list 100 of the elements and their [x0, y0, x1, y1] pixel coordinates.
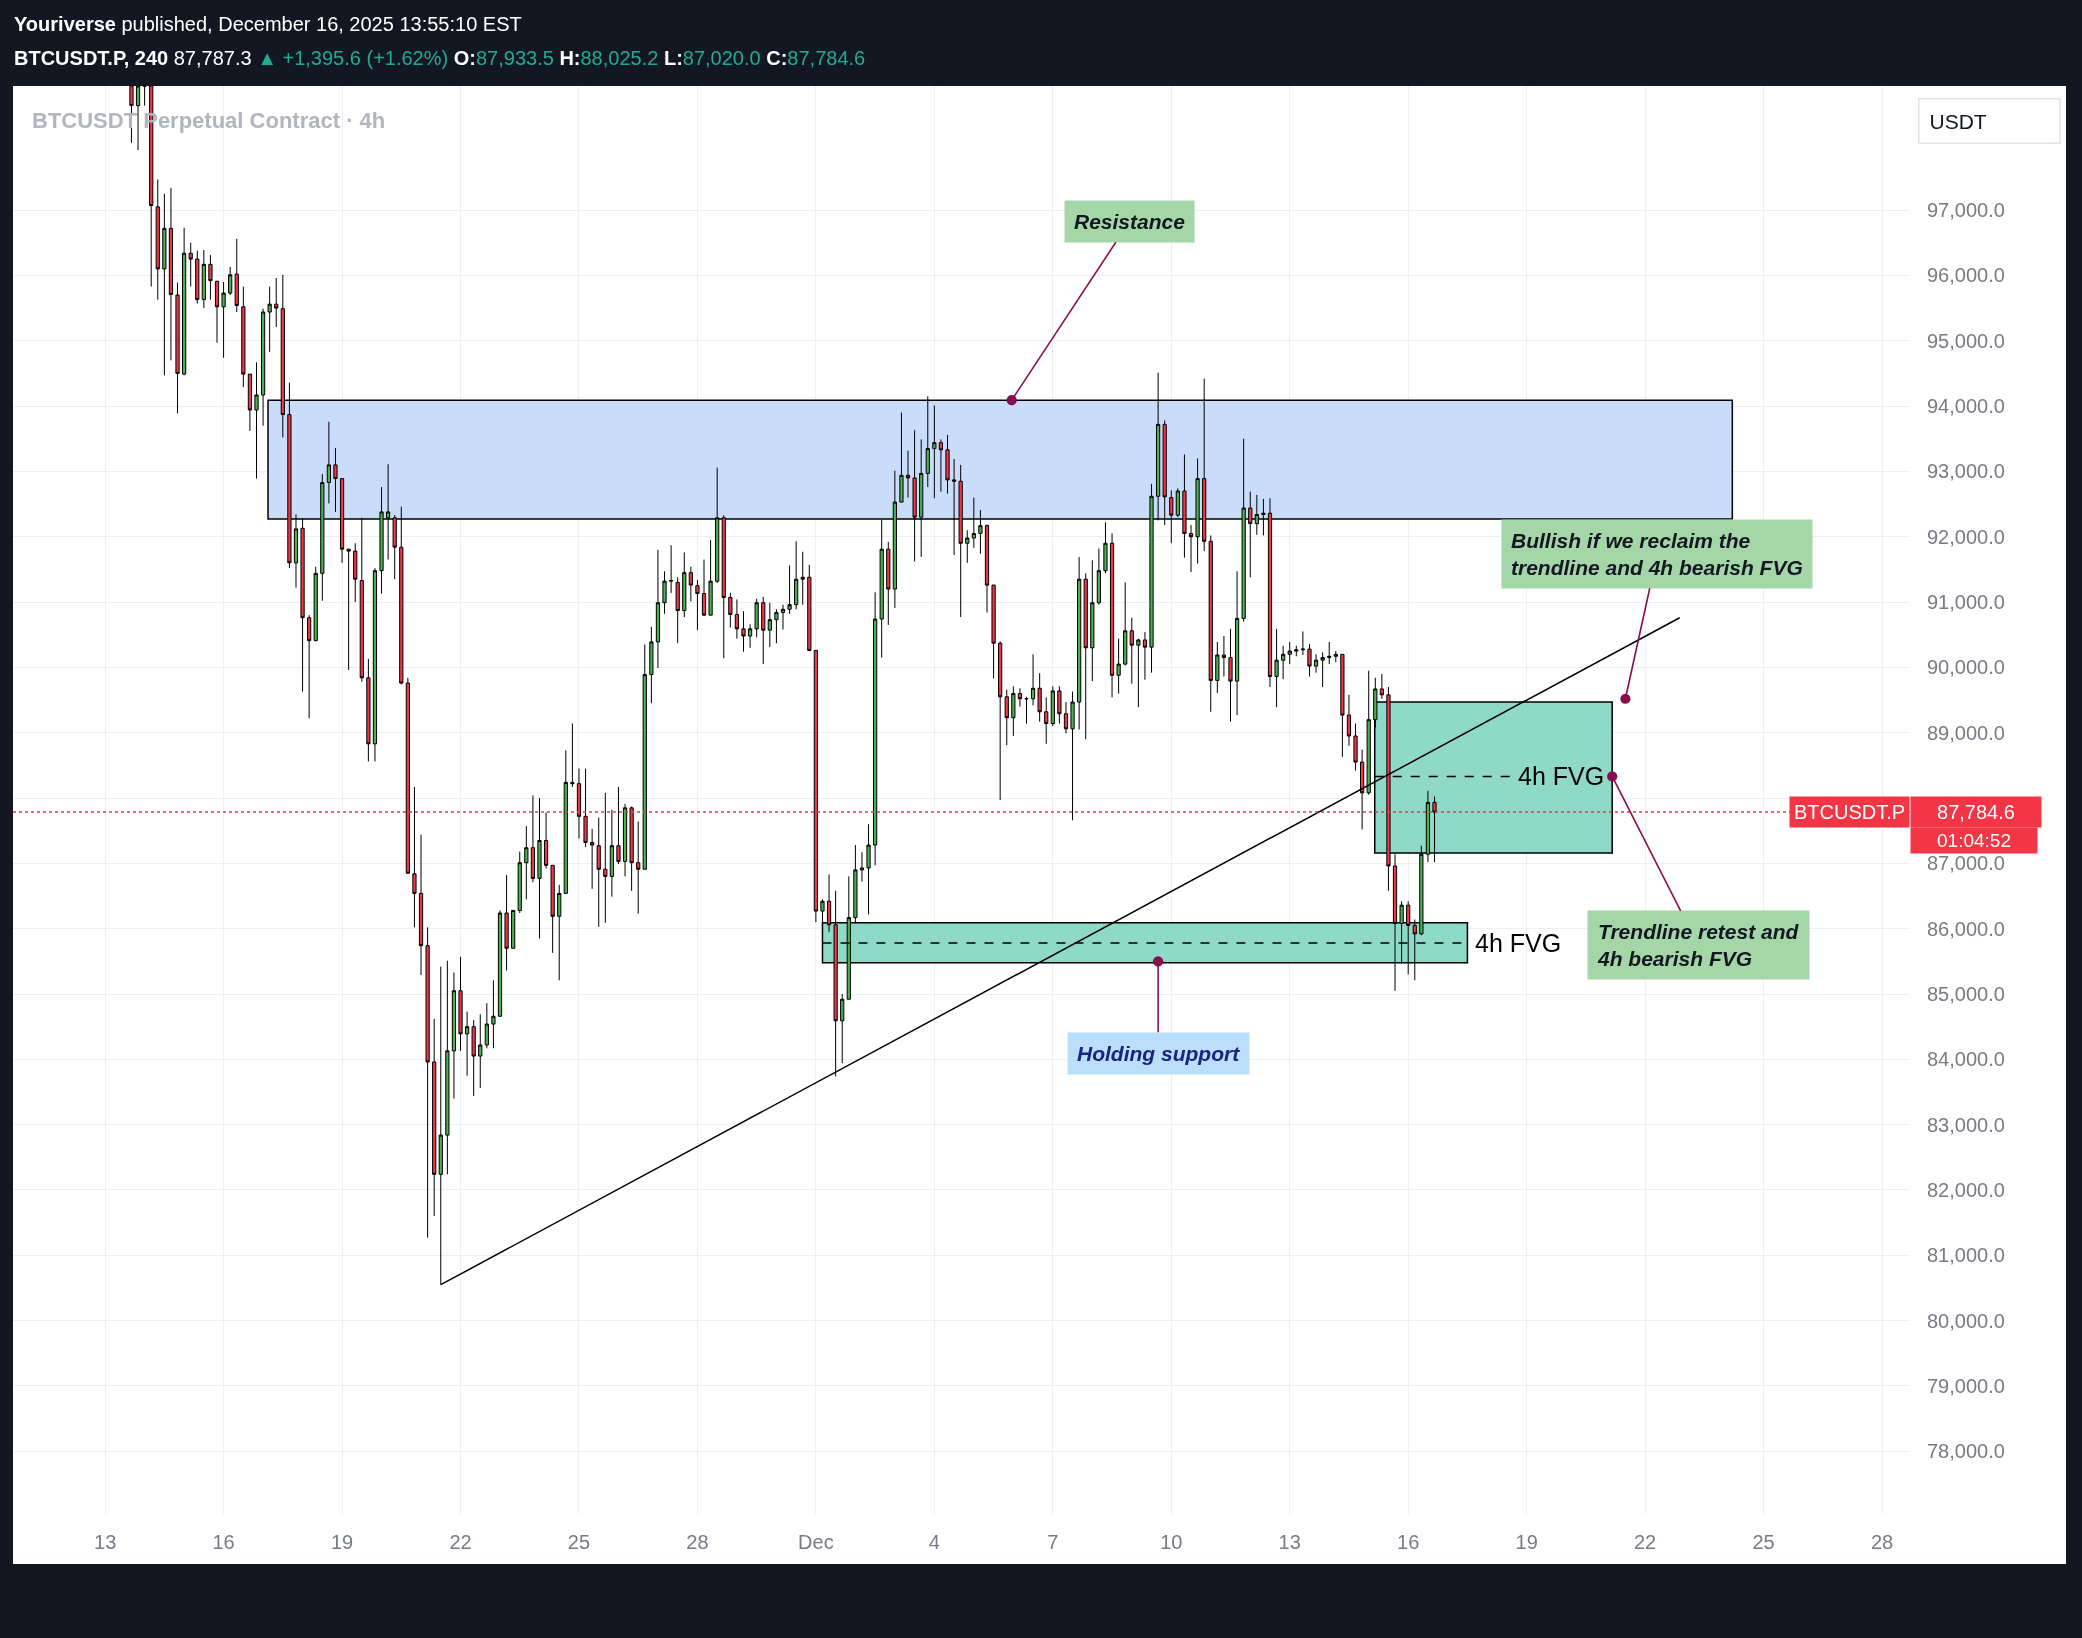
annotation: BTCUSDT.P [1794, 801, 1906, 823]
candlestick [524, 825, 529, 900]
candlestick [998, 640, 1003, 801]
candlestick [162, 193, 167, 376]
annotation: Resistance [1074, 210, 1186, 233]
candlestick [241, 286, 246, 388]
candlestick [675, 576, 680, 644]
candlestick [497, 909, 503, 1018]
x-tick-label: 25 [1752, 1531, 1775, 1553]
y-tick-label: 92,000.0 [1927, 525, 2005, 548]
candlestick [1017, 687, 1023, 708]
annotation: Bullish if we reclaim the trendline and 4h bearish FVG [1511, 529, 1803, 580]
ref-line-label: 87,784.6 [1937, 801, 2015, 823]
candlestick [182, 227, 187, 376]
candlestick [866, 823, 871, 915]
candlestick [366, 658, 371, 762]
y-tick-label: 87,000.0 [1927, 852, 2005, 875]
y-tick-label: 90,000.0 [1927, 656, 2005, 679]
candlestick [260, 308, 266, 427]
candlestick [254, 361, 259, 480]
candlestick [695, 579, 700, 631]
y-tick-label: 78,000.0 [1927, 1440, 2005, 1463]
candlestick [728, 592, 733, 629]
candlestick [708, 539, 713, 616]
candlestick [655, 549, 661, 669]
candlestick [1116, 638, 1121, 695]
candlestick [780, 604, 786, 630]
candlestick [1287, 641, 1292, 665]
y-tick-label: 89,000.0 [1927, 721, 2005, 744]
candlestick [1320, 651, 1325, 688]
candlestick [432, 1018, 437, 1217]
candlestick [1294, 645, 1299, 657]
candlestick [1129, 617, 1134, 685]
candlestick [484, 1002, 489, 1049]
candlestick [563, 749, 568, 894]
candlestick [195, 250, 200, 305]
candlestick [1142, 631, 1148, 681]
candlestick [1070, 691, 1075, 821]
y-tick-label: 84,000.0 [1927, 1048, 2005, 1071]
candlestick [234, 238, 239, 313]
candlestick [221, 281, 226, 359]
candlestick [945, 434, 950, 495]
candlestick [1083, 572, 1088, 740]
candlestick [734, 598, 740, 640]
y-tick-label: 86,000.0 [1927, 917, 2005, 940]
candlestick [1313, 653, 1319, 674]
candlestick [451, 971, 457, 1100]
candlestick [965, 529, 970, 564]
candlestick [346, 548, 351, 671]
candlestick [688, 566, 693, 602]
candlestick [425, 926, 430, 1239]
candlestick [1346, 694, 1352, 747]
candlestick [1103, 521, 1108, 574]
candlestick [873, 591, 878, 866]
x-tick-label: 16 [1397, 1531, 1420, 1553]
candlestick [307, 614, 312, 719]
x-tick-label: 28 [686, 1531, 709, 1553]
candlestick [741, 610, 746, 653]
candlestick [642, 644, 647, 870]
candlestick [550, 864, 555, 954]
candlestick [1109, 532, 1115, 698]
y-tick-label: 94,000.0 [1927, 395, 2005, 418]
candlestick [662, 570, 667, 615]
candlestick [1077, 556, 1082, 730]
candlestick [1037, 672, 1042, 723]
candlestick [1188, 524, 1194, 573]
candlestick [570, 723, 575, 788]
candlestick [1044, 696, 1049, 745]
candlestick [201, 249, 206, 309]
candlestick [899, 412, 904, 503]
candlestick [1300, 630, 1306, 656]
x-tick-label: 13 [1278, 1531, 1301, 1553]
y-tick-label: 97,000.0 [1927, 199, 2005, 222]
candlestick [682, 551, 687, 618]
candlestick [840, 993, 845, 1064]
candlestick [1366, 670, 1371, 796]
x-tick-label: 19 [1515, 1531, 1538, 1553]
annotation: Holding support [1077, 1042, 1241, 1065]
candlestick [464, 1011, 470, 1077]
candlestick [1208, 534, 1213, 713]
y-tick-label: 80,000.0 [1927, 1309, 2005, 1332]
candlestick [1123, 581, 1128, 666]
candlestick [471, 1019, 476, 1097]
x-tick-label: 22 [449, 1531, 472, 1553]
candlestick [372, 567, 378, 762]
candlestick [1333, 650, 1338, 663]
text: 01:04:52 [1937, 830, 2011, 851]
candlestick [761, 596, 766, 665]
candlestick [932, 404, 937, 499]
x-tick-label: 16 [212, 1531, 235, 1553]
candlestick [458, 956, 463, 1052]
candlestick [1011, 685, 1016, 737]
candlestick [636, 821, 641, 915]
candlestick [175, 282, 180, 414]
candlestick [326, 421, 331, 504]
candlestick [794, 540, 799, 610]
candlestick [747, 623, 753, 649]
candlestick [1096, 548, 1101, 606]
candlestick [1215, 641, 1220, 694]
candlestick [701, 559, 707, 617]
